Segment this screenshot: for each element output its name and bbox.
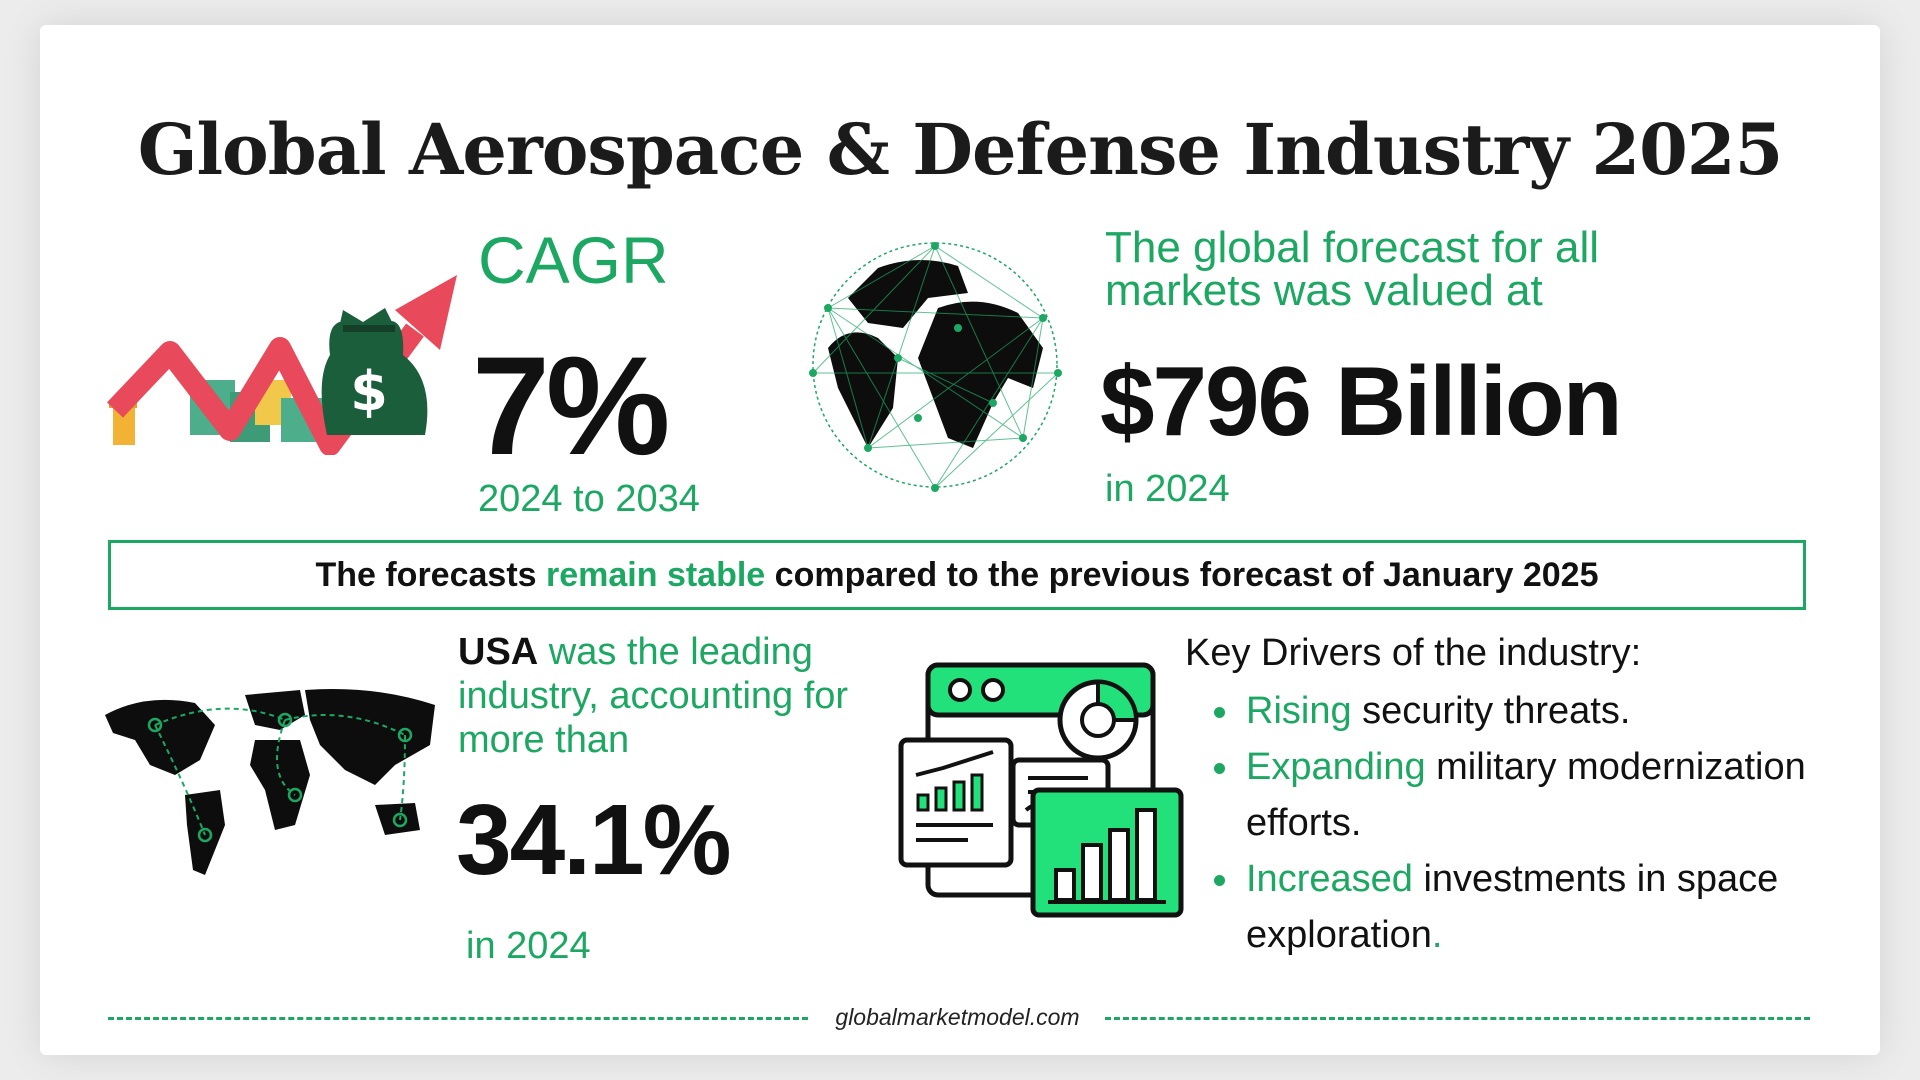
drivers-title: Key Drivers of the industry: bbox=[1185, 632, 1642, 674]
list-item: Rising security threats. bbox=[1212, 683, 1852, 739]
footer-divider-left bbox=[108, 1017, 808, 1020]
cagr-period: 2024 to 2034 bbox=[478, 478, 700, 520]
svg-text:$: $ bbox=[350, 360, 388, 423]
driver-text: investments in space exploration bbox=[1246, 858, 1789, 956]
market-value: $796 Billion bbox=[1100, 346, 1623, 456]
world-map-icon bbox=[105, 689, 435, 875]
page-title: Global Aerospace & Defense Industry 2025 bbox=[137, 108, 1784, 191]
driver-highlight: Rising bbox=[1246, 690, 1352, 732]
driver-highlight: Expanding bbox=[1246, 746, 1426, 788]
market-forecast-text: The global forecast for all markets was … bbox=[1105, 223, 1600, 315]
growth-arrow-money-icon: $ bbox=[107, 275, 457, 455]
driver-text: military modernization efforts. bbox=[1246, 746, 1817, 844]
market-year: in 2024 bbox=[1105, 468, 1230, 510]
driver-highlight: Increased bbox=[1246, 858, 1413, 900]
driver-text: security threats. bbox=[1351, 690, 1631, 732]
analytics-dashboard-icon bbox=[898, 662, 1184, 918]
network-globe-icon bbox=[809, 242, 1062, 492]
list-item: Increased investments in space explorati… bbox=[1212, 851, 1852, 963]
bullet-icon bbox=[1214, 875, 1225, 886]
driver-end: . bbox=[1431, 914, 1443, 956]
cagr-label: CAGR bbox=[478, 223, 669, 297]
cagr-value: 7% bbox=[472, 327, 670, 484]
footer-site[interactable]: globalmarketmodel.com bbox=[835, 1004, 1080, 1030]
footer-divider-right bbox=[1105, 1017, 1810, 1020]
forecast-stability-banner: The forecasts remain stable compared to … bbox=[108, 540, 1806, 610]
usa-share-value: 34.1% bbox=[456, 784, 732, 896]
bullet-icon bbox=[1214, 763, 1225, 774]
usa-description: was the leading industry, accounting for… bbox=[458, 631, 859, 761]
drivers-list: Rising security threats. Expanding milit… bbox=[1212, 683, 1852, 963]
usa-year: in 2024 bbox=[466, 925, 591, 967]
banner-prefix: The forecasts bbox=[315, 555, 546, 594]
usa-country: USA bbox=[458, 631, 539, 673]
bullet-icon bbox=[1214, 707, 1225, 718]
usa-text: USA was the leading industry, accounting… bbox=[458, 630, 898, 762]
banner-highlight: remain stable bbox=[546, 555, 766, 594]
banner-suffix: compared to the previous forecast of Jan… bbox=[765, 555, 1599, 594]
list-item: Expanding military modernization efforts… bbox=[1212, 739, 1852, 851]
